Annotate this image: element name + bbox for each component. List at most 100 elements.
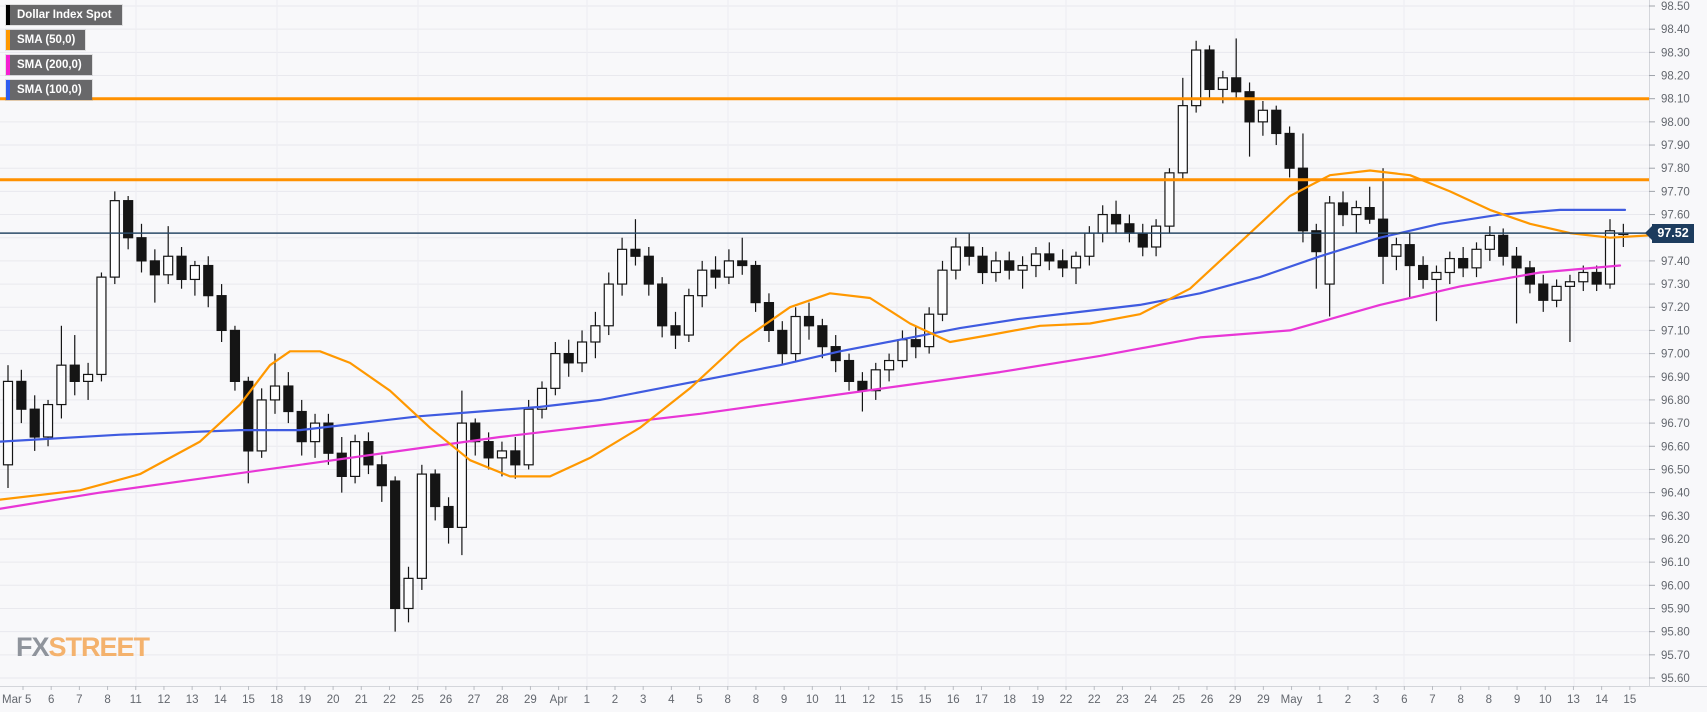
candle bbox=[1311, 223, 1322, 289]
candle bbox=[670, 311, 681, 349]
fxstreet-logo-street: STREET bbox=[48, 632, 151, 662]
candle bbox=[1004, 251, 1015, 280]
candle bbox=[910, 325, 921, 359]
y-axis-label: 97.40 bbox=[1661, 256, 1690, 268]
x-axis-label: 8 bbox=[104, 694, 110, 706]
x-axis-label: 19 bbox=[299, 694, 312, 706]
x-axis-label: 18 bbox=[270, 694, 283, 706]
x-axis-label: 7 bbox=[76, 694, 82, 706]
candle bbox=[777, 321, 788, 366]
candle bbox=[2, 365, 14, 488]
candle bbox=[576, 330, 588, 373]
candle bbox=[176, 246, 187, 289]
x-axis-label: 13 bbox=[186, 694, 199, 706]
candle bbox=[1458, 246, 1469, 278]
candle bbox=[1191, 40, 1202, 113]
y-axis-label: 97.80 bbox=[1661, 163, 1690, 175]
candle bbox=[16, 369, 27, 424]
candle bbox=[430, 469, 441, 521]
y-axis-label: 98.40 bbox=[1661, 24, 1690, 36]
x-axis-label: 14 bbox=[1595, 694, 1608, 706]
x-axis-label: 22 bbox=[1060, 694, 1073, 706]
legend-item-sma-100-0[interactable]: SMA (100,0) bbox=[6, 80, 92, 100]
y-axis-label: 97.20 bbox=[1661, 302, 1690, 314]
candle bbox=[256, 388, 267, 458]
candle bbox=[723, 249, 735, 285]
candle bbox=[1591, 265, 1602, 292]
candle bbox=[269, 353, 281, 414]
x-axis-label: 14 bbox=[214, 694, 227, 706]
y-axis-label: 97.60 bbox=[1661, 210, 1690, 222]
sma-50-line bbox=[0, 169, 1651, 501]
x-axis-label: 10 bbox=[806, 694, 819, 706]
legend-color-swatch bbox=[6, 80, 10, 100]
x-axis-label: 25 bbox=[411, 694, 424, 706]
x-axis-label: 11 bbox=[835, 694, 847, 706]
candle bbox=[1030, 246, 1042, 278]
y-axis-label: 96.70 bbox=[1661, 418, 1690, 430]
chart-legend: Dollar Index Spot SMA (50,0) SMA (200,0) SM… bbox=[6, 5, 122, 100]
candle bbox=[1110, 200, 1122, 234]
x-axis-label: 27 bbox=[468, 694, 481, 706]
candle bbox=[1551, 279, 1562, 308]
candle bbox=[1604, 219, 1616, 289]
x-axis-label: 13 bbox=[1567, 694, 1580, 706]
candle bbox=[883, 353, 895, 382]
x-axis-label: 3 bbox=[640, 694, 646, 706]
candle bbox=[843, 353, 855, 391]
legend-item-label: SMA (200,0) bbox=[17, 59, 82, 71]
candle bbox=[109, 191, 120, 285]
candle bbox=[229, 325, 241, 391]
x-axis-label: 17 bbox=[975, 694, 988, 706]
candle bbox=[683, 288, 694, 342]
x-axis-label: 26 bbox=[1201, 694, 1214, 706]
legend-item-dollar-index-spot[interactable]: Dollar Index Spot bbox=[6, 5, 122, 25]
legend-item-label: SMA (50,0) bbox=[17, 34, 76, 46]
x-axis-label: 7 bbox=[1429, 694, 1435, 706]
x-axis-label: 8 bbox=[753, 694, 759, 706]
candle bbox=[950, 237, 961, 280]
x-axis-label: 5 bbox=[696, 694, 702, 706]
x-axis-label: 23 bbox=[1116, 694, 1129, 706]
fxstreet-logo: FXSTREET bbox=[16, 632, 151, 663]
y-axis-label: 96.90 bbox=[1661, 372, 1690, 384]
y-axis-label: 98.30 bbox=[1661, 47, 1690, 59]
candle bbox=[1204, 45, 1215, 99]
candle bbox=[1444, 251, 1455, 285]
x-axis-label: 1 bbox=[1317, 694, 1323, 706]
x-axis-label: 6 bbox=[1401, 694, 1407, 706]
candle bbox=[1231, 38, 1242, 99]
y-axis-label: 95.80 bbox=[1661, 627, 1690, 639]
candle bbox=[1177, 77, 1188, 180]
x-axis-label: May bbox=[1281, 694, 1303, 706]
candle bbox=[870, 362, 881, 400]
y-axis-label: 96.80 bbox=[1661, 395, 1690, 407]
y-axis-label: 97.10 bbox=[1661, 325, 1690, 337]
legend-item-sma-200-0[interactable]: SMA (200,0) bbox=[6, 55, 92, 75]
x-axis-label: 15 bbox=[1623, 694, 1636, 706]
legend-item-sma-50-0[interactable]: SMA (50,0) bbox=[6, 30, 86, 50]
candle bbox=[82, 362, 94, 400]
y-axis-label: 96.20 bbox=[1661, 534, 1690, 546]
candle bbox=[69, 335, 80, 396]
y-axis-label: 96.50 bbox=[1661, 464, 1690, 476]
x-axis-label: 24 bbox=[1144, 694, 1157, 706]
candle bbox=[296, 399, 307, 456]
x-axis-label: 15 bbox=[242, 694, 255, 706]
x-axis-label: 2 bbox=[1345, 694, 1351, 706]
x-axis-label: 9 bbox=[1514, 694, 1520, 706]
legend-item-label: SMA (100,0) bbox=[17, 84, 82, 96]
candle bbox=[616, 237, 628, 296]
x-axis-label: 3 bbox=[1373, 694, 1379, 706]
candle bbox=[1297, 133, 1309, 243]
x-axis-label: 29 bbox=[524, 694, 537, 706]
x-axis-label: 21 bbox=[355, 694, 368, 706]
x-axis-label: Apr bbox=[550, 694, 568, 706]
sma-100-line bbox=[0, 208, 1627, 443]
candle bbox=[456, 390, 467, 556]
y-axis-label: 98.50 bbox=[1661, 1, 1690, 13]
x-axis-label: Mar 5 bbox=[2, 694, 31, 706]
candle bbox=[203, 256, 214, 308]
candle bbox=[1484, 226, 1495, 261]
